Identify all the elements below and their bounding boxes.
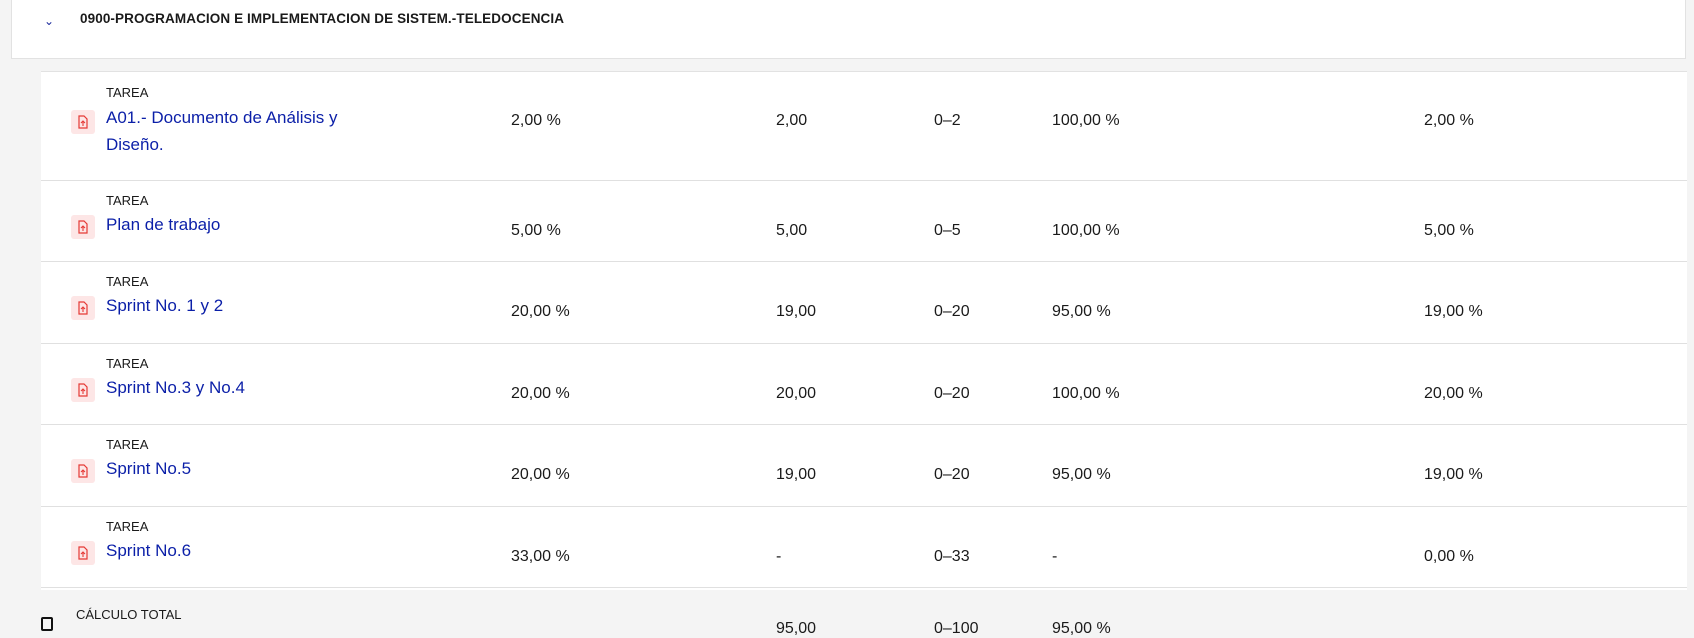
item-type: TAREA [106,193,149,208]
grade-items-table: TAREA A01.- Documento de Análisis y Dise… [41,71,1687,590]
range: 0–20 [934,466,970,483]
contribution: 5,00 % [1424,221,1474,239]
table-row: TAREA Sprint No.5 20,00 % 19,00 0–20 95,… [41,425,1687,507]
weight: 33,00 % [511,547,570,565]
table-row: TAREA Plan de trabajo 5,00 % 5,00 0–5 10… [41,181,1687,262]
weight: 20,00 % [511,303,570,320]
item-name-link[interactable]: Sprint No.6 [106,541,192,560]
percentage: - [1052,547,1058,565]
contribution: 20,00 % [1424,384,1483,402]
table-row: TAREA A01.- Documento de Análisis y Dise… [41,72,1687,181]
grade: 19,00 [776,466,817,483]
chevron-down-icon[interactable]: ⌄ [44,14,55,28]
item-type: TAREA [106,274,149,289]
item-name-link[interactable]: Sprint No. 1 y 2 [106,296,224,315]
range: 0–33 [934,547,970,565]
percentage: 100,00 % [1052,384,1120,402]
item-type: TAREA [106,519,149,534]
item-name-link[interactable]: Sprint No.3 y No.4 [106,378,245,397]
weight: 2,00 % [511,112,561,129]
assignment-icon [71,377,95,402]
assignment-icon [71,214,95,239]
grade: - [776,547,782,565]
assignment-icon [71,110,95,134]
grade: 2,00 [776,112,808,129]
weight: 20,00 % [511,384,570,402]
table-row: TAREA Sprint No.6 33,00 % - 0–33 - 0,00 … [41,507,1687,588]
item-type: TAREA [106,437,149,452]
percentage: 100,00 % [1052,221,1120,239]
item-type: TAREA [106,85,149,100]
item-type: TAREA [106,356,149,371]
table-row: TAREA Sprint No. 1 y 2 20,00 % 19,00 0–2… [41,262,1687,344]
table-row: TAREA Sprint No.3 y No.4 20,00 % 20,00 0… [41,344,1687,425]
item-name-link[interactable]: Sprint No.5 [106,459,192,478]
calculator-icon [41,617,53,631]
item-name-link[interactable]: A01.- Documento de Análisis y Diseño. [106,108,338,154]
weight: 20,00 % [511,466,570,483]
category-title: 0900-PROGRAMACION E IMPLEMENTACION DE SI… [80,11,565,26]
range: 0–20 [934,384,970,402]
category-header[interactable]: ⌄ 0900-PROGRAMACION E IMPLEMENTACION DE … [11,0,1686,59]
range: 0–2 [934,112,961,129]
assignment-icon [71,459,95,483]
range: 0–5 [934,221,961,239]
item-name-link[interactable]: Plan de trabajo [106,215,221,234]
contribution: 0,00 % [1424,547,1474,565]
contribution: 19,00 % [1424,466,1483,483]
grade: 19,00 [776,303,817,320]
grade: 20,00 [776,384,817,402]
percentage: 95,00 % [1052,303,1111,320]
total-label: CÁLCULO TOTAL [76,607,182,622]
percentage: 95,00 % [1052,466,1111,483]
range: 0–20 [934,303,970,320]
contribution: 19,00 % [1424,303,1483,320]
assignment-icon [71,296,95,320]
contribution: 2,00 % [1424,112,1474,129]
assignment-icon [71,540,95,565]
weight: 5,00 % [511,221,561,239]
percentage: 100,00 % [1052,112,1120,129]
grade: 5,00 [776,221,808,239]
